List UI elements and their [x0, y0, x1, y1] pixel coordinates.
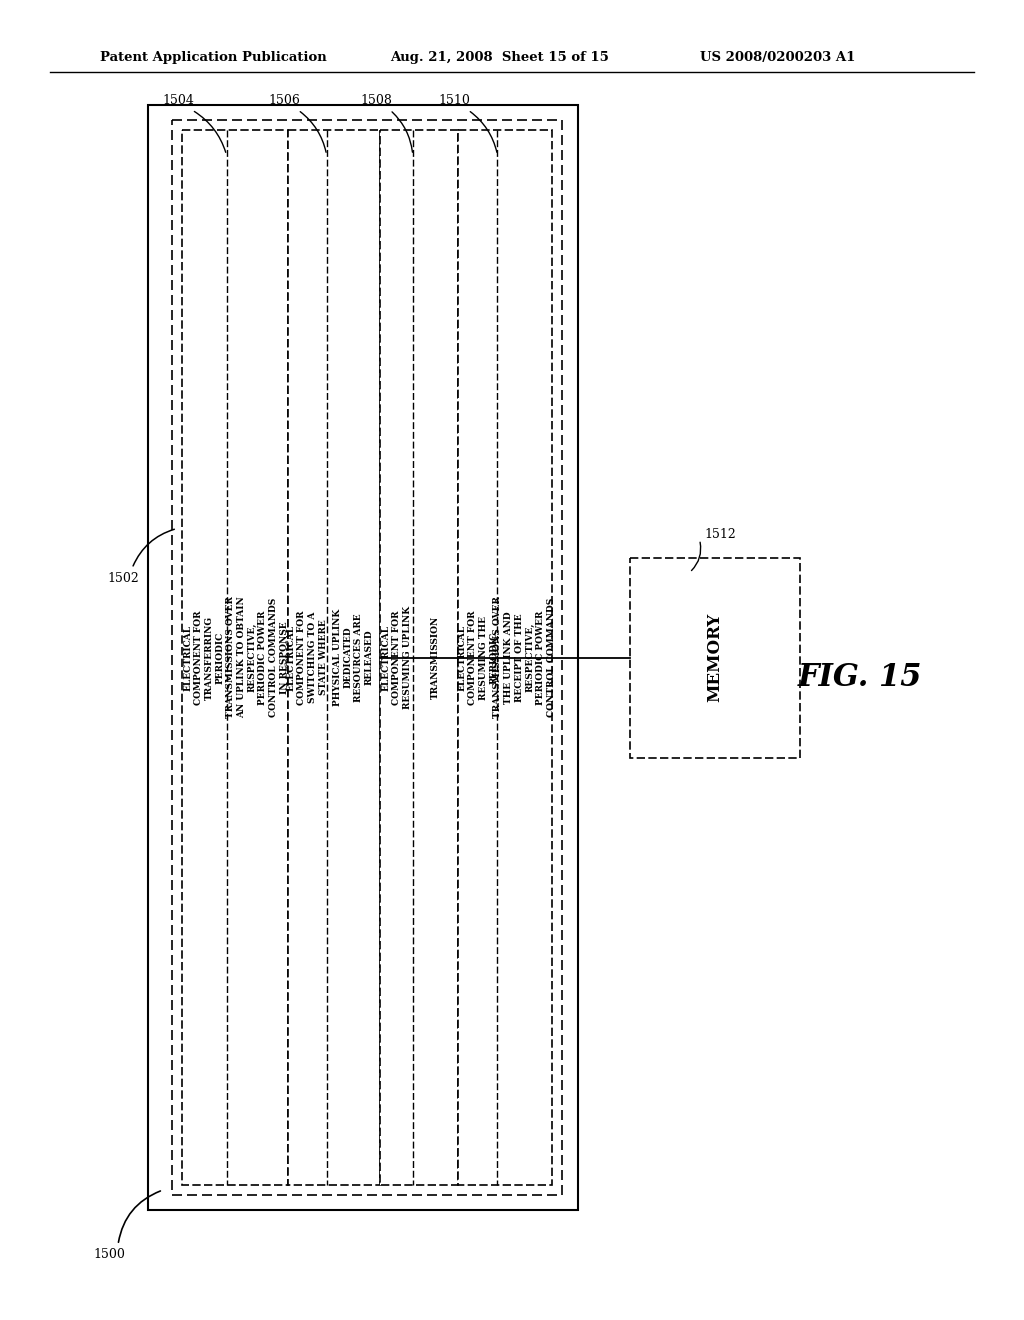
Bar — [380, 129, 458, 1185]
Bar — [172, 120, 562, 1195]
Text: MEMORY: MEMORY — [707, 612, 724, 702]
Text: US 2008/0200203 A1: US 2008/0200203 A1 — [700, 50, 855, 63]
Text: FIG. 15: FIG. 15 — [798, 663, 923, 693]
Text: 1510: 1510 — [438, 94, 470, 107]
Text: TRANSMISSIONS OVER
AN UPLINK TO OBTAIN
RESPECTIVE,
PERIODIC POWER
CONTROL COMMAN: TRANSMISSIONS OVER AN UPLINK TO OBTAIN R… — [226, 597, 289, 718]
Text: PHYSICAL UPLINK
DEDICATED
RESOURCES ARE
RELEASED: PHYSICAL UPLINK DEDICATED RESOURCES ARE … — [333, 609, 374, 706]
Text: 1500: 1500 — [93, 1249, 125, 1262]
Text: 1506: 1506 — [268, 94, 300, 107]
Text: 1508: 1508 — [360, 94, 392, 107]
Text: Patent Application Publication: Patent Application Publication — [100, 50, 327, 63]
Text: 1504: 1504 — [162, 94, 194, 107]
Text: Aug. 21, 2008  Sheet 15 of 15: Aug. 21, 2008 Sheet 15 of 15 — [390, 50, 609, 63]
Text: ELECTRICAL
COMPONENT FOR
SWITCHING TO A
STATE WHERE: ELECTRICAL COMPONENT FOR SWITCHING TO A … — [287, 610, 328, 705]
Text: ELECTRICAL
COMPONENT FOR
RESUMING THE
PERIODIC: ELECTRICAL COMPONENT FOR RESUMING THE PE… — [457, 610, 499, 705]
Text: 1502: 1502 — [106, 572, 138, 585]
Text: TRANSMISSIONS OVER
THE UPLINK AND
RECEIPT OF THE
RESPECTIVE,
PERIODIC POWER
CONT: TRANSMISSIONS OVER THE UPLINK AND RECEIP… — [494, 597, 556, 718]
Text: ELECTRICAL
COMPONENT FOR
TRANSFERRING
PERIODIC: ELECTRICAL COMPONENT FOR TRANSFERRING PE… — [183, 610, 225, 705]
Bar — [148, 106, 578, 1210]
Bar — [288, 129, 380, 1185]
Bar — [182, 129, 288, 1185]
Bar — [630, 557, 800, 758]
Bar — [458, 129, 552, 1185]
Text: ELECTRICAL
COMPONENT FOR
RESUMING UPLINK: ELECTRICAL COMPONENT FOR RESUMING UPLINK — [381, 606, 412, 709]
Text: 1512: 1512 — [705, 528, 736, 541]
Text: TRANSMISSION: TRANSMISSION — [431, 616, 440, 700]
